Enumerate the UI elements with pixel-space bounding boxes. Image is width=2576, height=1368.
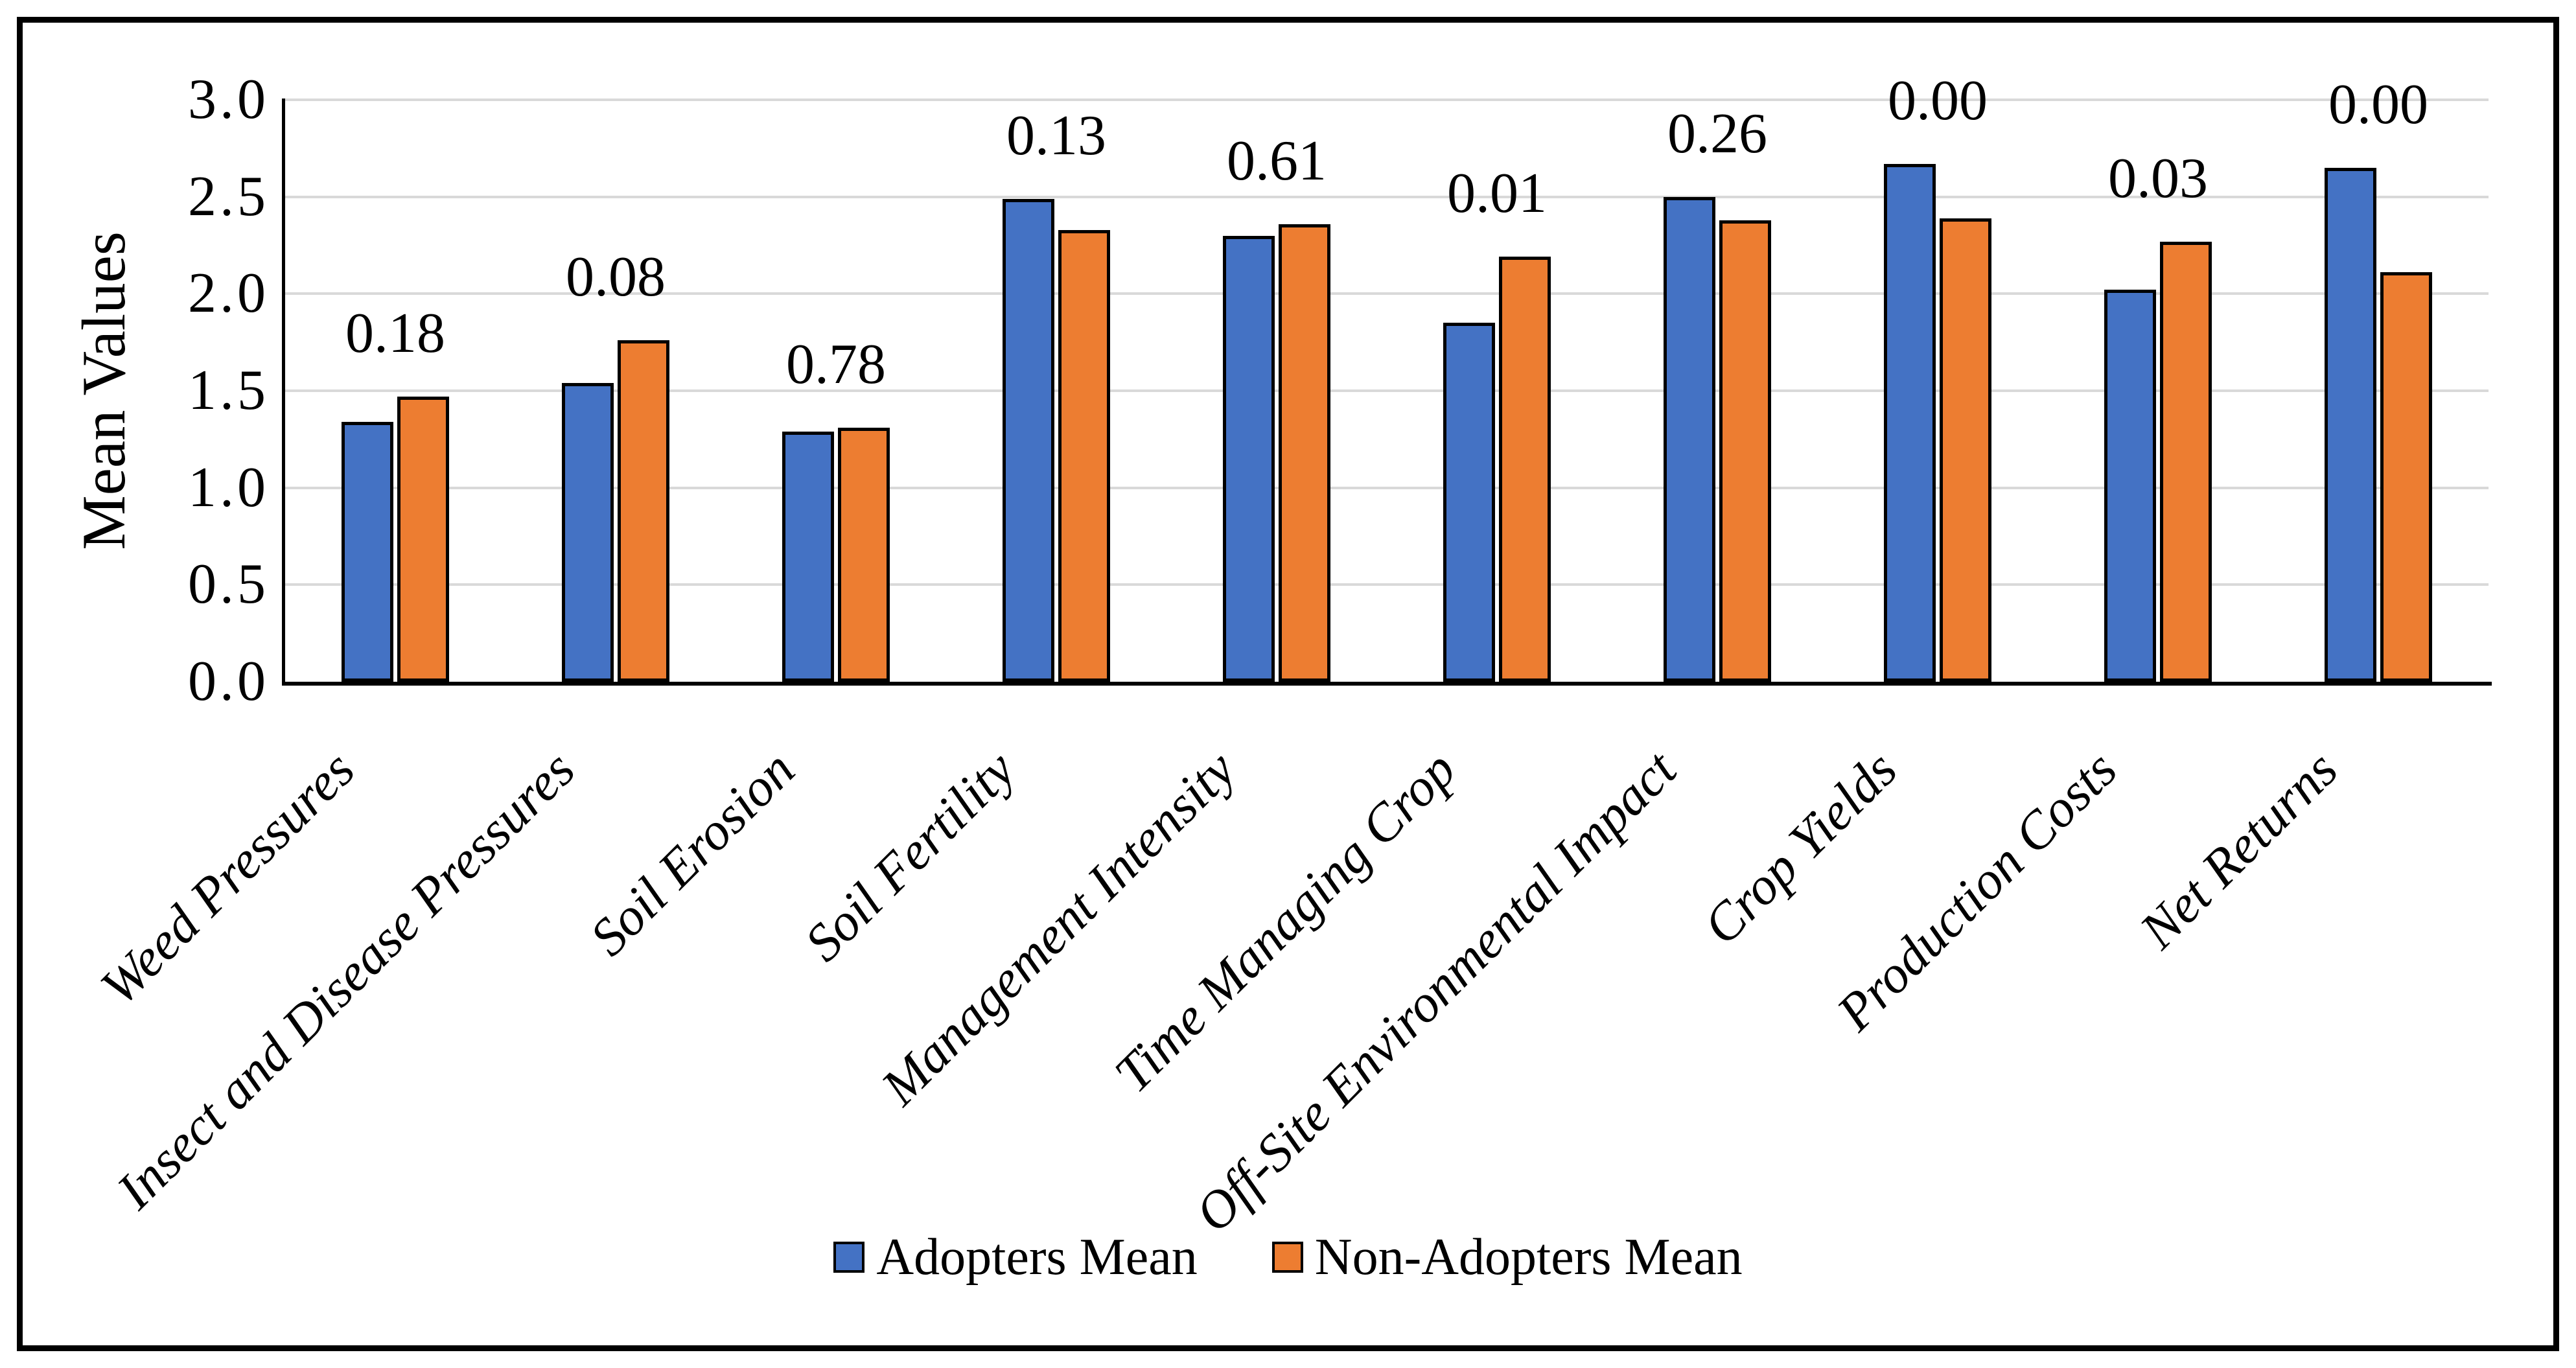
legend-label-non-adopters: Non-Adopters Mean (1314, 1229, 1743, 1286)
legend-swatch-non-adopters (1271, 1242, 1303, 1273)
gridline (285, 195, 2489, 198)
bar-non-adopters (838, 427, 890, 682)
x-category-label: Net Returns (2128, 739, 2349, 960)
bar-non-adopters (1940, 218, 1991, 682)
gridline (285, 99, 2489, 101)
data-label: 0.78 (786, 332, 886, 396)
data-label: 0.00 (2328, 73, 2428, 136)
x-category-label: Soil Erosion (579, 739, 806, 967)
bar-adopters (1003, 198, 1054, 682)
bar-non-adopters (2160, 241, 2212, 682)
bar-non-adopters (397, 396, 449, 682)
bar-adopters (2325, 167, 2376, 682)
x-category-label: Crop Yields (1691, 739, 1908, 956)
y-tick-label: 0.0 (188, 650, 269, 713)
x-category-label: Soil Fertility (793, 739, 1027, 973)
y-tick-label: 0.5 (188, 553, 269, 616)
data-label: 0.01 (1447, 162, 1547, 226)
bar-non-adopters (1499, 257, 1551, 682)
gridline (285, 583, 2489, 586)
bar-adopters (1443, 323, 1495, 682)
legend: Adopters Mean Non-Adopters Mean (0, 1228, 2576, 1286)
legend-label-adopters: Adopters Mean (876, 1229, 1198, 1286)
y-axis-line (282, 99, 285, 686)
bar-non-adopters (618, 340, 669, 682)
data-label: 0.08 (566, 246, 666, 309)
x-axis-line (282, 682, 2492, 686)
y-tick-label: 2.0 (188, 262, 269, 325)
x-category-label: Off-Site Environmental Impact (1183, 739, 1688, 1244)
bar-adopters (782, 431, 834, 682)
bar-adopters (2104, 290, 2156, 682)
y-tick-label: 2.5 (188, 165, 269, 228)
gridline (285, 292, 2489, 296)
data-label: 0.13 (1006, 104, 1106, 167)
x-category-label: Insect and Disease Pressures (105, 739, 586, 1220)
bar-non-adopters (1279, 224, 1330, 682)
bar-adopters (342, 421, 393, 682)
y-tick-label: 1.5 (188, 359, 269, 422)
legend-item-adopters: Adopters Mean (833, 1228, 1198, 1286)
bar-non-adopters (1058, 229, 1110, 682)
y-tick-label: 3.0 (188, 68, 269, 131)
bar-adopters (1664, 196, 1715, 682)
bar-adopters (562, 383, 614, 682)
bar-adopters (1884, 163, 1936, 682)
data-label: 0.00 (1888, 69, 1988, 132)
data-label: 0.18 (345, 301, 445, 365)
legend-swatch-adopters (833, 1242, 865, 1273)
gridline (285, 486, 2489, 489)
y-tick-label: 1.0 (188, 456, 269, 519)
legend-item-non-adopters: Non-Adopters Mean (1271, 1228, 1743, 1286)
data-label: 0.26 (1667, 102, 1767, 165)
bar-adopters (1223, 235, 1275, 682)
bar-non-adopters (2380, 272, 2432, 682)
bar-non-adopters (1719, 220, 1771, 682)
data-label: 0.03 (2108, 146, 2208, 210)
gridline (285, 389, 2489, 392)
data-label: 0.61 (1227, 129, 1327, 192)
